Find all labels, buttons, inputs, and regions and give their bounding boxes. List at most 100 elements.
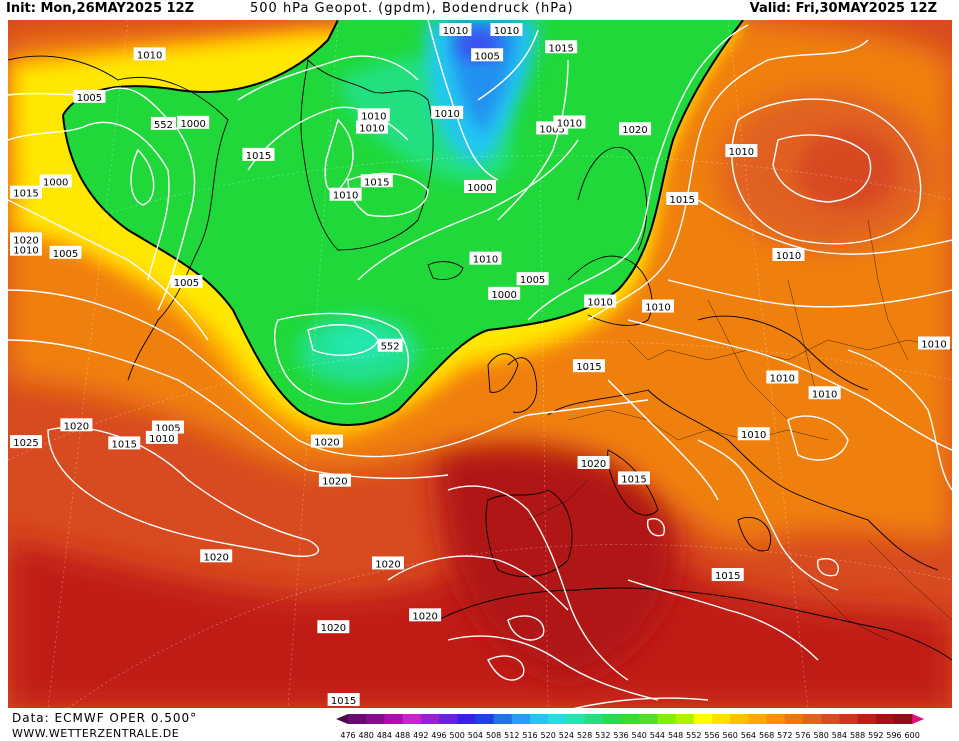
colorbar-tick-label: 544 [650,731,665,740]
isobar-label-text: 1015 [112,439,137,450]
isobar-label-text: 1010 [434,109,459,120]
isobar-label-text: 1015 [715,571,740,582]
isobar-label: 1020 [317,620,350,634]
valid-time: Valid: Fri,30MAY2025 12Z [749,1,937,16]
colorbar-cell [602,714,622,724]
colorbar-tick-label: 600 [905,731,920,740]
isobar-label: 1015 [545,40,578,54]
colorbar-tick-label: 480 [359,731,374,740]
isobar-label-text: 1020 [203,552,228,563]
isobar-label: 1025 [10,435,42,449]
colorbar-cell [657,714,677,724]
isobar-label-text: 1005 [520,275,545,286]
colorbar-cell [548,714,567,724]
colorbar-tick-label: 492 [413,731,428,740]
isobar-label: 1010 [766,370,799,384]
isobar-label-text: 1015 [576,362,601,373]
isobar-label: 1020 [577,455,610,470]
map-title: 500 hPa Geopot. (gpdm), Bodendruck (hPa) [250,1,574,16]
isobar-label-text: 1010 [812,389,837,400]
isobar-label-text: 1020 [314,438,339,449]
isobar-label-text: 552 [381,342,400,353]
colorbar-cell [894,714,913,724]
isobar-label: 1010 [553,115,586,129]
isobar-label-text: 1015 [246,151,271,162]
colorbar: 476 480 484 488 492 496 500 504 508 512 516 520 524 5… [336,714,925,740]
isobar-label-text: 1015 [548,43,573,54]
graticule [8,20,952,708]
isobar-label-text: 1005 [77,93,102,104]
colorbar-cell [348,714,367,724]
isobar-label-text: 1020 [375,559,400,570]
colorbar-cell [712,714,731,724]
colorbar-tick-label: 568 [759,731,774,740]
isobar-label: 552 [150,116,176,131]
isobar-label-text: 1010 [645,303,670,314]
isobar-label: 1010 [737,427,770,441]
weather-map: 1010 552 1005 1000 1015 1000 1005 1015 1010 1020 1… [8,20,952,708]
isobar-label: 1000 [39,174,72,189]
colorbar-cell [821,714,840,724]
colorbar-tick-label: 532 [595,731,610,740]
isobar-label: 1015 [360,174,393,188]
init-time: Init: Mon,26MAY2025 12Z [6,1,195,16]
colorbar-tick-label: 580 [814,731,829,740]
country-borders [527,219,952,641]
colorbar-cell [439,714,458,724]
colorbar-cell [384,714,404,724]
isobar-label: 1015 [617,471,650,485]
data-source: Data: ECMWF OPER 0.500° [12,711,198,725]
isobar-label-text: 1010 [921,340,946,351]
isobar-labels: 1010 552 1005 1000 1015 1000 1005 1015 1010 1020 1… [10,23,950,707]
isobar-label: 1015 [572,359,605,373]
isobar-label-text: 1010 [741,430,766,441]
isobar-label: 1005 [516,272,549,286]
colorbar-tick-label: 596 [886,731,901,740]
isobar-label-text: 1010 [443,26,468,37]
colorbar-tick-label: 576 [795,731,810,740]
colorbar-cell [748,714,768,724]
isobar-label-text: 1010 [359,124,384,135]
isobar-label: 1010 [584,294,617,309]
isobar-label: 1010 [772,247,805,262]
isobar-label: 1010 [808,386,841,400]
isobar-label-text: 1020 [581,459,606,470]
colorbar-cell [584,714,604,724]
colorbar-cell [730,714,749,724]
colorbar-tick-label: 484 [377,731,392,740]
isobar-label-text: 1010 [333,191,358,202]
isobar-label: 1010 [329,187,362,202]
map-header: Init: Mon,26MAY2025 12Z 500 hPa Geopot. … [0,0,959,20]
colorbar-tick-label: 572 [777,731,792,740]
colorbar-tick-label: 488 [395,731,410,740]
isobar-label-text: 1010 [557,118,582,129]
isobar-label: 1020 [60,418,93,432]
colorbar-cell [511,714,531,724]
isobar-label-text: 1015 [621,474,646,485]
isobar-label-text: 1010 [13,246,38,257]
map-footer: Data: ECMWF OPER 0.500° WWW.WETTERZENTRA… [0,708,959,741]
isobar-label: 1005 [471,48,504,62]
isobar-label: 1010 [133,47,166,61]
colorbar-cell [530,714,549,724]
isobar-label-text: 1000 [467,183,492,194]
isobar-label-text: 1000 [43,178,68,189]
colorbar-tick-label: 588 [850,731,865,740]
colorbar-cell [675,714,695,724]
isobar-label-text: 1000 [180,119,205,130]
isobar-label-text: 1020 [64,421,89,432]
isobar-label: 1010 [355,120,388,135]
colorbar-tick-label: 524 [559,731,574,740]
isobar-label: 1020 [310,434,343,449]
isobar-label-text: 1010 [587,298,612,309]
colorbar-cell [420,714,440,724]
isobar-label: 1015 [327,693,360,707]
isobar-label: 1000 [177,115,210,130]
colorbar-cell [857,714,877,724]
isobar-label-text: 1015 [364,177,389,188]
isobar-label-text: 1015 [669,195,694,206]
isobar-label: 1010 [469,251,502,266]
colorbar-tick-label: 512 [504,731,519,740]
isobar-label: 1020 [619,122,652,136]
coastlines [8,55,952,661]
